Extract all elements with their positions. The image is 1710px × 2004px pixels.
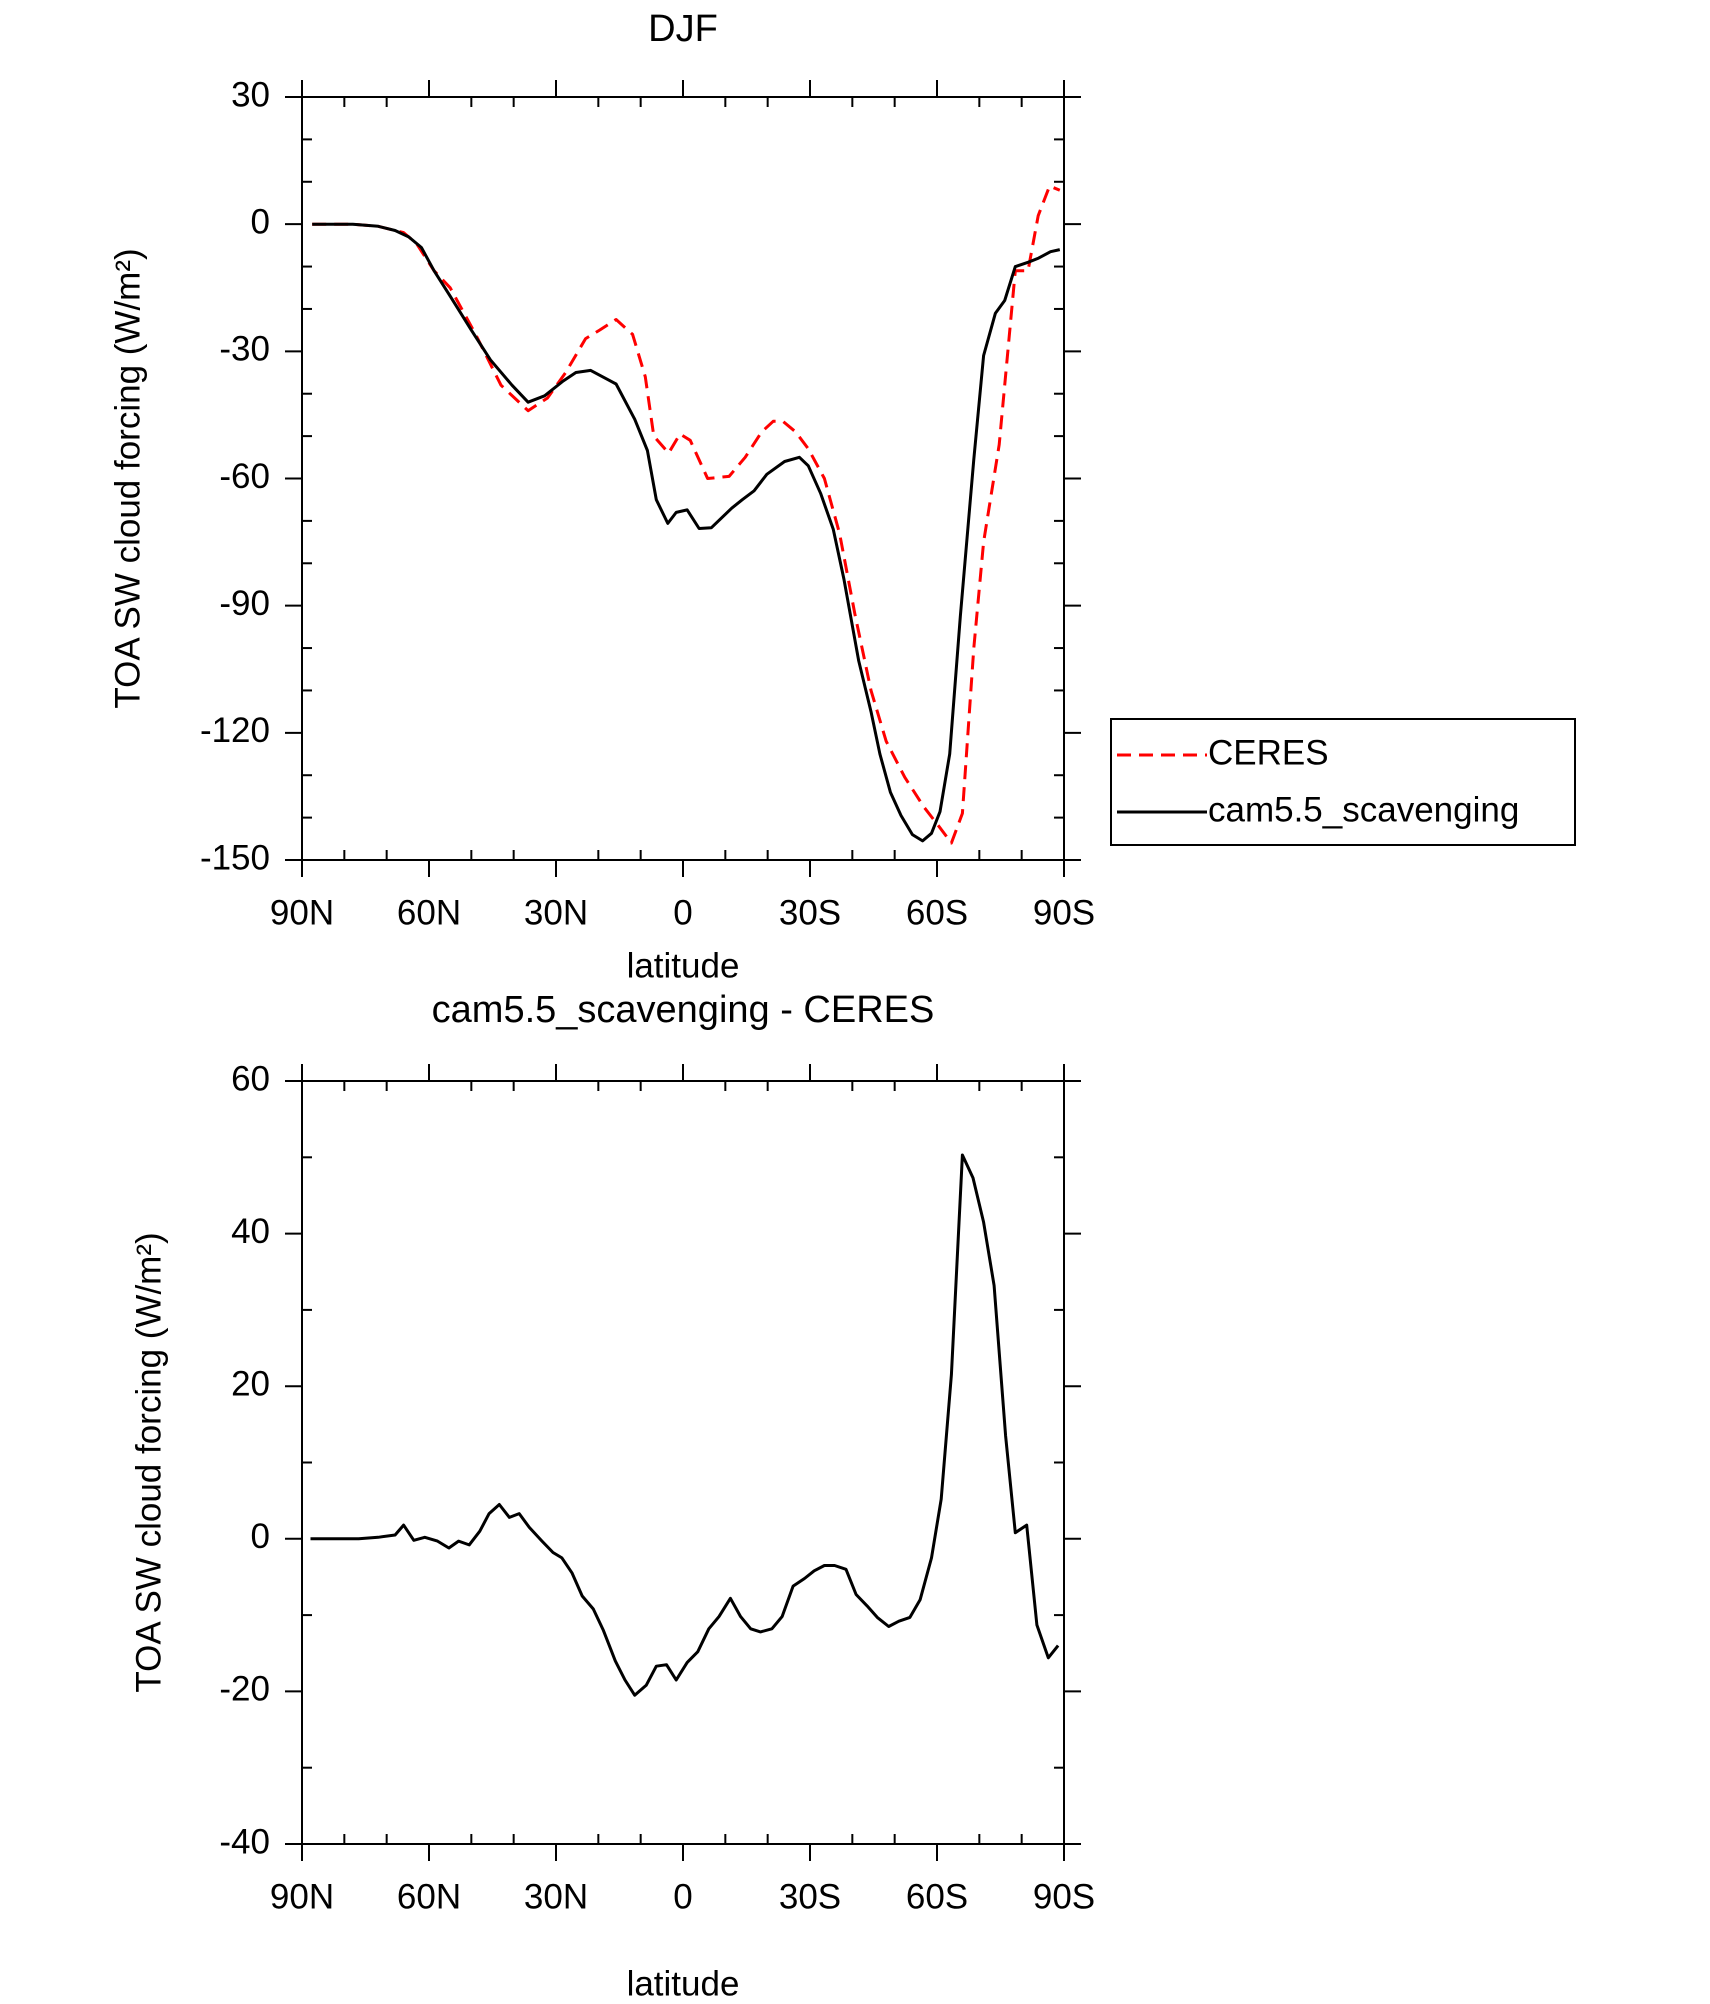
y-tick-label: -30	[219, 330, 270, 369]
line	[312, 222, 1061, 843]
x-tick-label: 60N	[397, 1877, 461, 1916]
chart-title: cam5.5_scavenging - CERES	[432, 989, 935, 1031]
y-tick-label: -90	[219, 584, 270, 623]
x-tick-label: 0	[673, 1877, 692, 1916]
panel: DJF latitude TOA SW cloud forcing (W/m²) 90…	[108, 8, 1576, 985]
x-tick-label: 90N	[270, 893, 334, 932]
legend-label: CERES	[1208, 733, 1329, 772]
legend-label: cam5.5_scavenging	[1208, 790, 1519, 829]
line	[310, 1153, 1060, 1697]
x-tick-label: 60S	[906, 1877, 968, 1916]
y-tick-label: 0	[251, 1517, 270, 1556]
x-axis-label: latitude	[627, 946, 740, 985]
x-tick-label: 60S	[906, 893, 968, 932]
x-tick-label: 0	[673, 893, 692, 932]
y-tick-label: 20	[231, 1364, 270, 1403]
x-tick-label: 90N	[270, 1877, 334, 1916]
y-axis-label: TOA SW cloud forcing (W/m²)	[108, 248, 147, 708]
y-axis-label: TOA SW cloud forcing (W/m²)	[129, 1232, 168, 1692]
y-tick-label: -40	[219, 1822, 270, 1861]
y-tick-label: -60	[219, 457, 270, 496]
x-tick-label: 90S	[1033, 893, 1095, 932]
x-tick-label: 30N	[524, 1877, 588, 1916]
x-tick-label: 30S	[779, 1877, 841, 1916]
x-tick-label: 60N	[397, 893, 461, 932]
plot-frame	[301, 96, 1065, 861]
chart-title: DJF	[648, 8, 718, 50]
plot-frame	[301, 1080, 1065, 1845]
y-tick-label: 30	[231, 75, 270, 114]
y-tick-label: 60	[231, 1059, 270, 1098]
y-tick-label: -120	[200, 711, 270, 750]
x-tick-label: 30S	[779, 893, 841, 932]
x-axis-label: latitude	[627, 1964, 740, 2003]
y-tick-label: 0	[251, 202, 270, 241]
line	[312, 184, 1061, 845]
legend-box	[1110, 718, 1576, 846]
panel: cam5.5_scavenging - CERES latitude TOA SW …	[129, 989, 1095, 2003]
x-tick-label: 90S	[1033, 1877, 1095, 1916]
y-tick-label: -20	[219, 1670, 270, 1709]
y-tick-label: 40	[231, 1212, 270, 1251]
x-tick-label: 30N	[524, 893, 588, 932]
y-tick-label: -150	[200, 838, 270, 877]
